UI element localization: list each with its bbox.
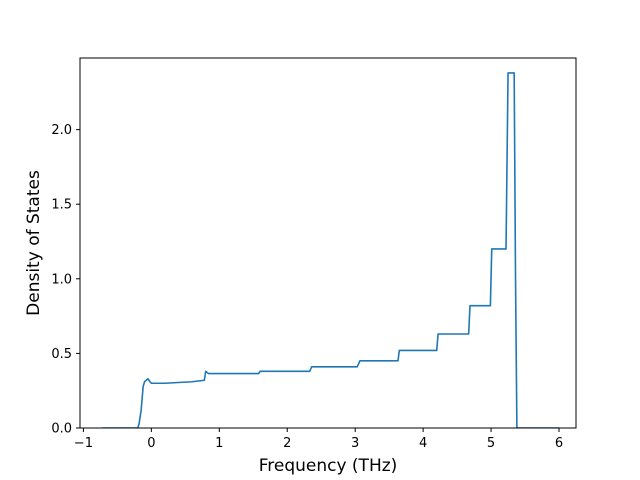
- y-axis-label: Density of States: [24, 170, 44, 316]
- x-tick-label: 6: [555, 436, 563, 451]
- x-tick-label: 0: [147, 436, 155, 451]
- y-tick-label: 1.5: [51, 198, 72, 213]
- x-tick-label: −1: [74, 436, 93, 451]
- x-tick-label: 5: [487, 436, 495, 451]
- x-tick-label: 2: [283, 436, 291, 451]
- dos-series-line-0: [102, 72, 560, 428]
- x-tick-label: 4: [419, 436, 427, 451]
- y-tick-label: 0.5: [51, 347, 72, 362]
- plot-content: [102, 72, 560, 428]
- y-tick-label: 0.0: [51, 422, 72, 437]
- x-axis-label: Frequency (THz): [259, 456, 398, 476]
- x-tick-label: 3: [351, 436, 359, 451]
- x-axis-ticks: −1 0 1 2 3 4 5 6: [74, 428, 563, 451]
- y-tick-label: 1.0: [51, 272, 72, 287]
- y-axis-ticks: 0.0 0.5 1.0 1.5 2.0: [51, 123, 80, 437]
- x-tick-label: 1: [215, 436, 223, 451]
- y-tick-label: 2.0: [51, 123, 72, 138]
- plot-frame: [79, 57, 577, 429]
